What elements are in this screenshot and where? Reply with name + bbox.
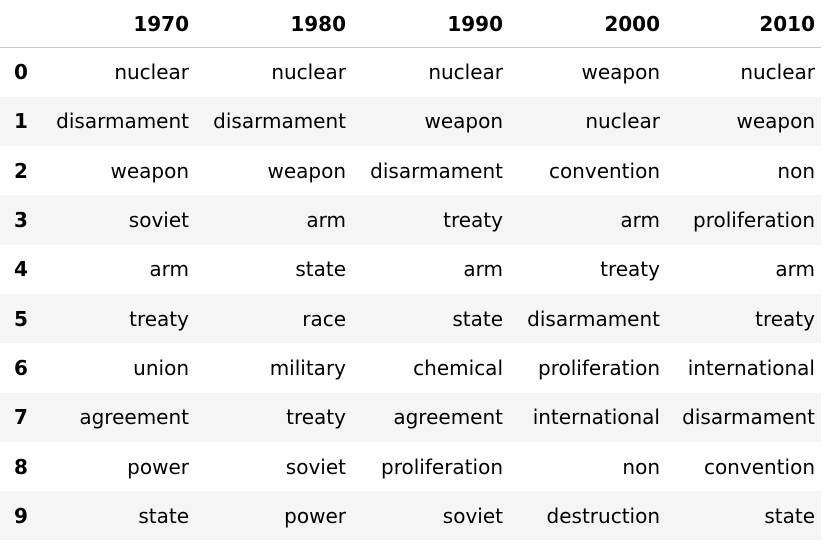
table-cell: soviet — [128, 208, 189, 233]
row-index: 5 — [14, 306, 28, 331]
row-index: 6 — [14, 355, 28, 380]
table-cell: arm — [620, 208, 660, 233]
table-row: 1 disarmament disarmament weapon nuclear weap… — [0, 96, 821, 147]
table-cell: treaty — [443, 208, 503, 233]
table-cell: arm — [306, 208, 346, 233]
table-cell: state — [764, 503, 815, 528]
row-index: 4 — [14, 257, 28, 282]
header-row: 1970 1980 1990 2000 2010 — [0, 0, 821, 48]
row-index: 7 — [14, 405, 28, 430]
table-cell: treaty — [286, 405, 346, 430]
table-cell: arm — [775, 257, 815, 282]
table-cell: nuclear — [428, 60, 503, 85]
table-cell: proliferation — [693, 208, 815, 233]
table-cell: power — [284, 503, 346, 528]
table-cell: union — [133, 355, 189, 380]
table-cell: proliferation — [381, 454, 503, 479]
row-index: 9 — [14, 503, 28, 528]
column-header: 2010 — [666, 0, 821, 48]
table-cell: weapon — [267, 158, 346, 183]
table-cell: weapon — [736, 109, 815, 134]
table-row: 9 state power soviet destruction state — [0, 491, 821, 541]
row-index: 3 — [14, 208, 28, 233]
table-cell: arm — [463, 257, 503, 282]
table-cell: military — [269, 355, 346, 380]
row-index: 1 — [14, 109, 28, 134]
table-cell: weapon — [110, 158, 189, 183]
table-cell: international — [687, 355, 815, 380]
row-index: 2 — [14, 158, 28, 183]
column-header: 2000 — [509, 0, 666, 48]
table-body: 0 nuclear nuclear nuclear weapon nuclear 1 disa… — [0, 48, 821, 541]
table-cell: chemical — [413, 355, 503, 380]
table-cell: nuclear — [585, 109, 660, 134]
table-cell: agreement — [393, 405, 503, 430]
table-cell: power — [127, 454, 189, 479]
table-cell: weapon — [424, 109, 503, 134]
table-cell: non — [622, 454, 660, 479]
column-header: 1990 — [352, 0, 509, 48]
table-cell: nuclear — [740, 60, 815, 85]
row-index: 0 — [14, 60, 28, 85]
column-header: 1980 — [195, 0, 352, 48]
table-cell: nuclear — [114, 60, 189, 85]
table-cell: proliferation — [538, 355, 660, 380]
table-row: 6 union military chemical proliferation inter… — [0, 343, 821, 392]
table-cell: state — [295, 257, 346, 282]
table-row: 3 soviet arm treaty arm proliferation — [0, 195, 821, 245]
table-cell: disarmament — [682, 405, 815, 430]
table-cell: disarmament — [527, 306, 660, 331]
table-row: 2 weapon weapon disarmament convention non — [0, 146, 821, 195]
table-cell: soviet — [285, 454, 346, 479]
table-row: 8 power soviet proliferation non convention — [0, 442, 821, 491]
table-cell: state — [138, 503, 189, 528]
table-cell: treaty — [129, 306, 189, 331]
table-cell: agreement — [79, 405, 189, 430]
table-cell: disarmament — [370, 158, 503, 183]
table-cell: treaty — [600, 257, 660, 282]
table-cell: disarmament — [213, 109, 346, 134]
table-cell: nuclear — [271, 60, 346, 85]
index-header — [0, 0, 45, 48]
table-cell: race — [302, 306, 346, 331]
table-row: 4 arm state arm treaty arm — [0, 245, 821, 294]
table-cell: international — [532, 405, 660, 430]
dataframe-table: 1970 1980 1990 2000 2010 0 nuclear nuclear… — [0, 0, 821, 541]
table-cell: soviet — [442, 503, 503, 528]
table-row: 5 treaty race state disarmament treaty — [0, 293, 821, 344]
table-cell: treaty — [755, 306, 815, 331]
column-header: 1970 — [45, 0, 195, 48]
table-cell: weapon — [581, 60, 660, 85]
table-header: 1970 1980 1990 2000 2010 — [0, 0, 821, 48]
table-cell: convention — [703, 454, 815, 479]
row-index: 8 — [14, 454, 28, 479]
table-cell: disarmament — [56, 109, 189, 134]
table-cell: non — [777, 158, 815, 183]
table-row: 7 agreement treaty agreement international di… — [0, 392, 821, 442]
table-cell: arm — [149, 257, 189, 282]
table-cell: state — [452, 306, 503, 331]
table-cell: convention — [548, 158, 660, 183]
table-cell: destruction — [546, 503, 660, 528]
table-row: 0 nuclear nuclear nuclear weapon nuclear — [0, 48, 821, 97]
